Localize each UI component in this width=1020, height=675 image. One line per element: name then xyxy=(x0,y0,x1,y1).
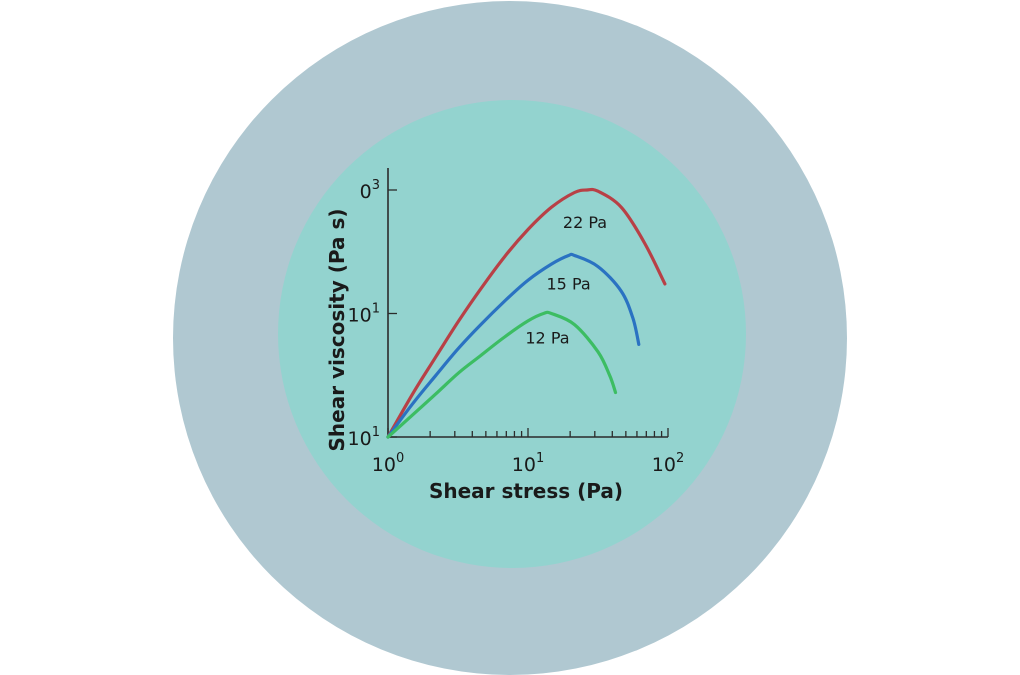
series-label: 12 Pa xyxy=(525,329,569,348)
x-tick-label: 100 xyxy=(372,451,404,476)
series-labels: 22 Pa 15 Pa 12 Pa xyxy=(525,213,607,348)
x-tick-label: 101 xyxy=(512,451,544,476)
series-label: 15 Pa xyxy=(547,274,591,293)
y-tick-label: 03 xyxy=(360,178,380,203)
series-line xyxy=(386,310,618,439)
x-axis-label: Shear stress (Pa) xyxy=(429,479,623,503)
series-line xyxy=(386,187,667,439)
x-tick-labels: 100 101 102 xyxy=(372,451,684,476)
series-group xyxy=(386,187,667,439)
y-tick-label: 101 xyxy=(348,425,380,450)
series-label: 22 Pa xyxy=(563,213,607,232)
y-tick-labels: 101 101 03 xyxy=(348,178,380,450)
series-line xyxy=(386,252,641,439)
y-tick-label: 101 xyxy=(348,302,380,327)
x-tick-label: 102 xyxy=(652,451,684,476)
y-axis-label: Shear viscosity (Pa s) xyxy=(325,208,349,451)
